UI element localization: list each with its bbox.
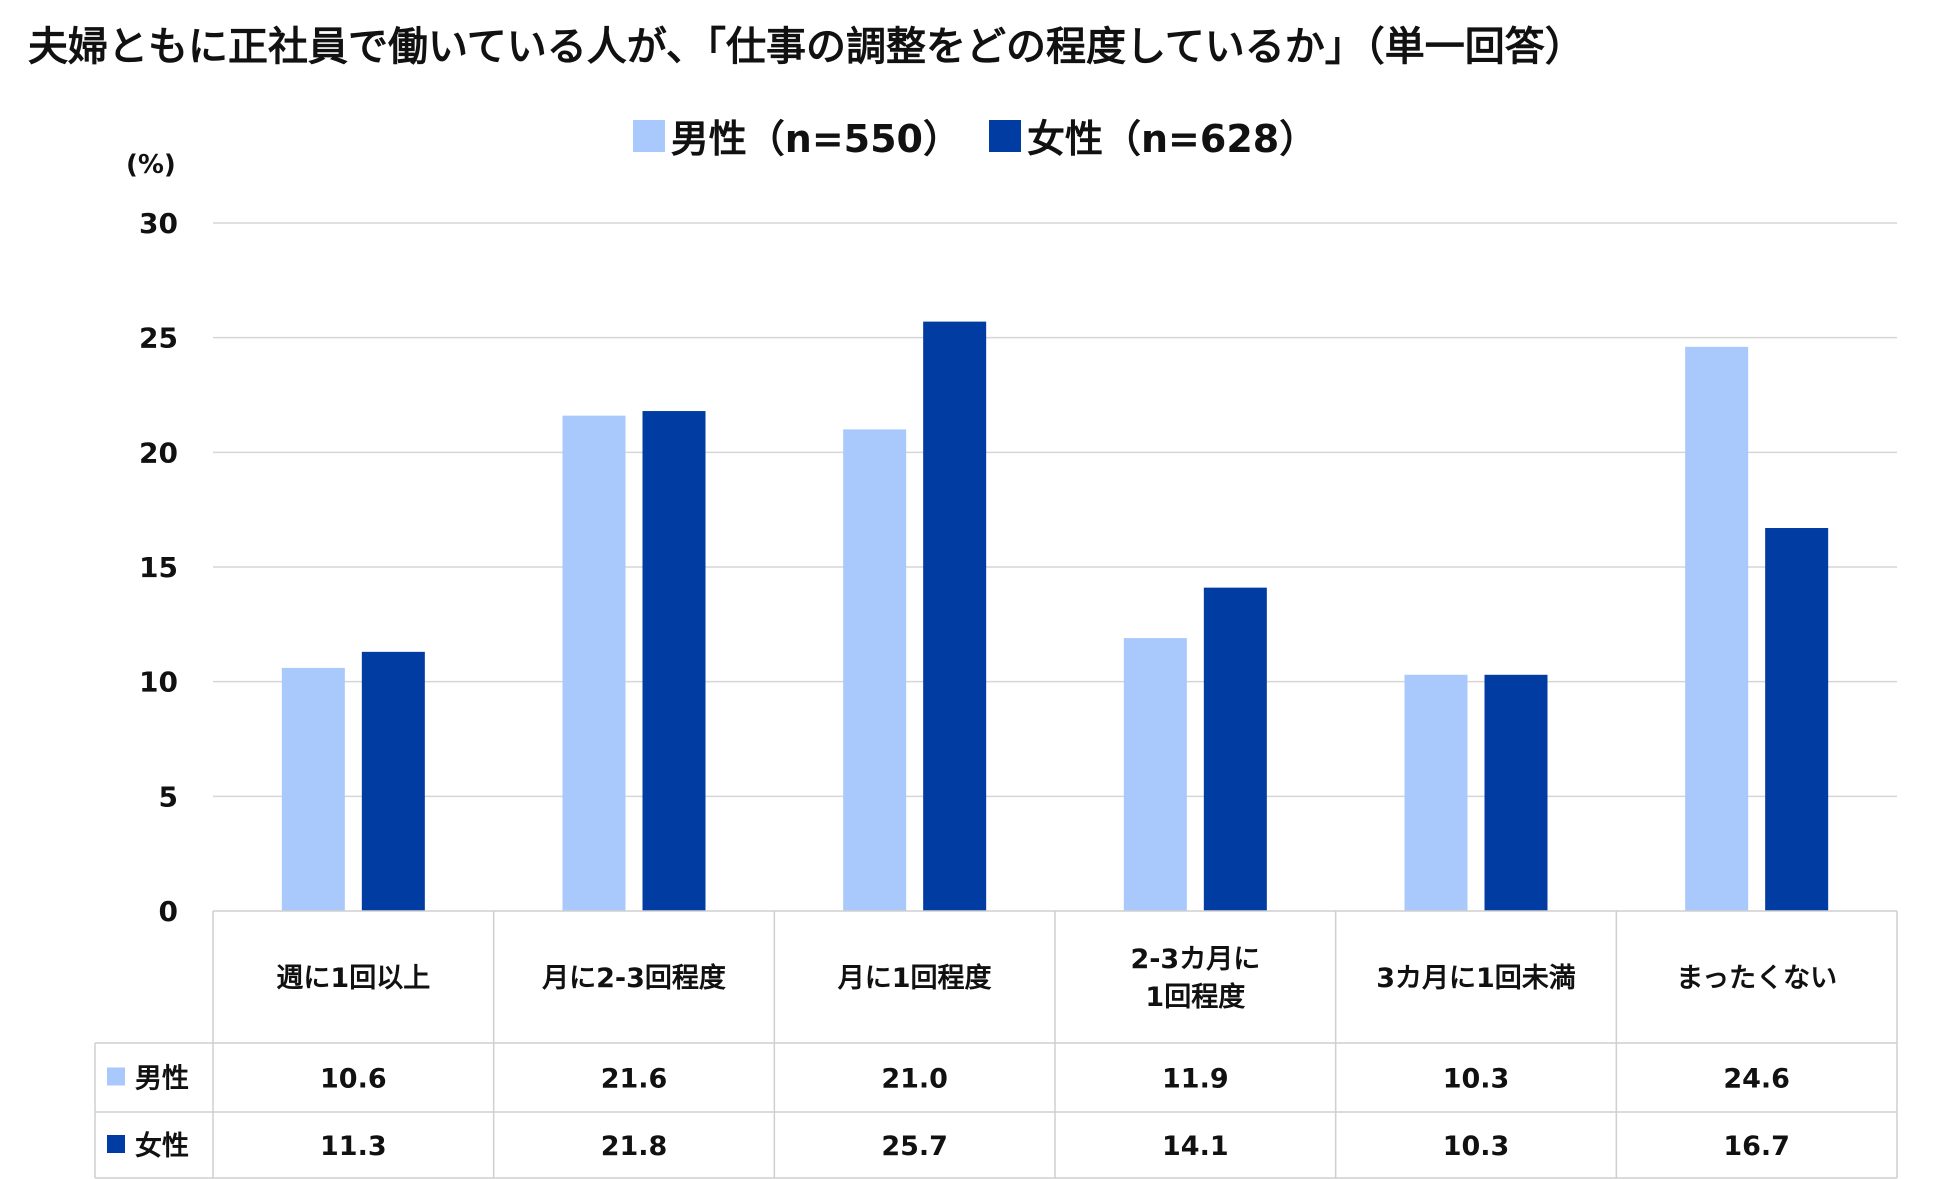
row-swatch-female xyxy=(107,1135,125,1153)
y-tick-label: 5 xyxy=(159,780,178,813)
table-cell-value: 11.3 xyxy=(320,1131,387,1162)
table-cell-value: 21.0 xyxy=(881,1064,948,1095)
bar-female xyxy=(361,651,425,911)
table-cell-value: 25.7 xyxy=(881,1131,948,1162)
bar-female xyxy=(642,411,706,911)
category-label: 月に2-3回程度 xyxy=(541,962,726,994)
category-label: まったくない xyxy=(1676,963,1837,994)
y-tick-label: 20 xyxy=(139,436,178,469)
row-swatch-male xyxy=(107,1067,125,1086)
category-label: 月に1回程度 xyxy=(837,962,992,994)
table-cell-value: 10.6 xyxy=(320,1064,387,1095)
y-tick-label: 0 xyxy=(159,895,178,928)
bar-male xyxy=(1685,346,1749,912)
category-label: 週に1回以上 xyxy=(276,963,430,994)
table-cell-value: 11.9 xyxy=(1162,1064,1229,1095)
chart-title: 夫婦ともに正社員で働いている人が、「仕事の調整をどの程度しているか」（単一回答） xyxy=(28,24,1585,70)
legend: 男性（n=550） 女性（n=628） xyxy=(0,108,1950,163)
row-label-female: 女性 xyxy=(135,1130,189,1162)
category-label: 2-3カ月に 1回程度 xyxy=(1130,944,1260,1013)
bar-male xyxy=(562,415,626,911)
bar-female xyxy=(923,321,987,911)
y-tick-label: 30 xyxy=(139,207,178,240)
bar-male xyxy=(1404,674,1468,911)
legend-label-female: 女性（n=628） xyxy=(1027,117,1318,161)
table-cell-value: 24.6 xyxy=(1723,1064,1790,1095)
y-tick-label: 15 xyxy=(139,551,178,584)
legend-swatch-male xyxy=(632,119,665,152)
bar-male xyxy=(843,429,907,911)
legend-label-male: 男性（n=550） xyxy=(670,117,961,161)
y-tick-label: 10 xyxy=(139,666,178,699)
category-label: 3カ月に1回未満 xyxy=(1376,963,1576,994)
y-axis-unit-label: (%) xyxy=(126,150,176,180)
legend-item-female: 女性（n=628） xyxy=(989,108,1317,163)
table-cell-value: 21.8 xyxy=(601,1131,668,1162)
bar-male xyxy=(1123,638,1187,911)
bar-male xyxy=(281,667,345,911)
bar-female xyxy=(1484,674,1548,911)
table-cell-value: 16.7 xyxy=(1723,1131,1790,1162)
legend-item-male: 男性（n=550） xyxy=(632,108,961,163)
table-cell-value: 21.6 xyxy=(601,1064,668,1095)
row-label-male: 男性 xyxy=(135,1064,189,1095)
bar-female xyxy=(1765,528,1829,911)
table-cell-value: 10.3 xyxy=(1443,1131,1510,1162)
bar-female xyxy=(1203,587,1267,911)
legend-swatch-female xyxy=(989,119,1021,152)
table-cell-value: 14.1 xyxy=(1162,1131,1229,1162)
table-cell-value: 10.3 xyxy=(1443,1064,1510,1095)
y-tick-label: 25 xyxy=(139,322,178,355)
